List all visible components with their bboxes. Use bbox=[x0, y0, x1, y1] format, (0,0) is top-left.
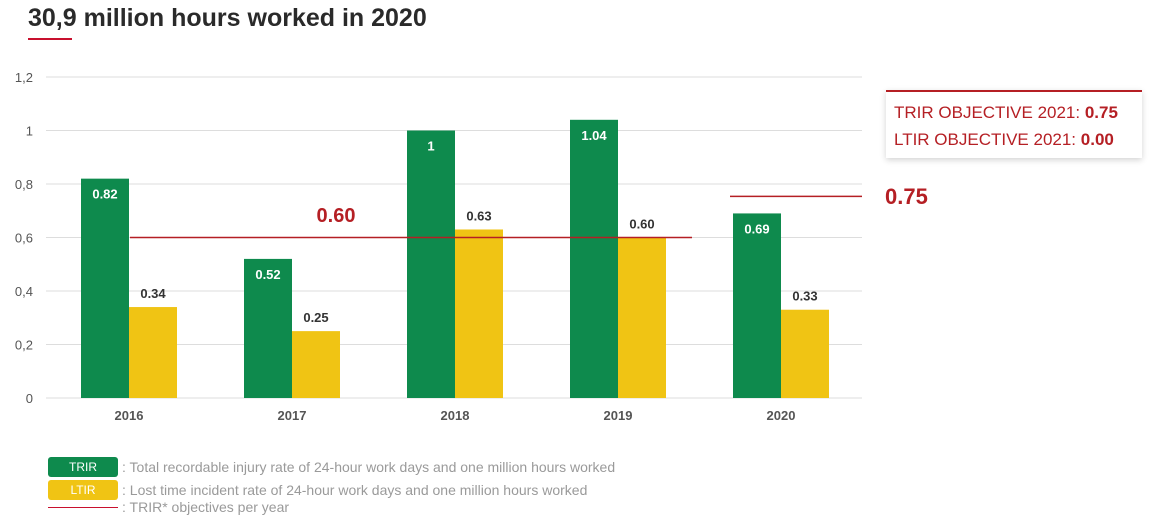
ltir-objective-text: LTIR OBJECTIVE 2021: bbox=[894, 130, 1081, 149]
x-tick-label: 2016 bbox=[115, 408, 144, 423]
ltir-value-label: 0.25 bbox=[303, 310, 328, 325]
legend-ltir-chip: LTIR bbox=[48, 480, 118, 500]
ltir-value-label: 0.63 bbox=[466, 208, 491, 223]
x-tick-label: 2020 bbox=[767, 408, 796, 423]
legend-ltir-desc: : Lost time incident rate of 24-hour wor… bbox=[122, 482, 588, 498]
legend-ltir: LTIR : Lost time incident rate of 24-hou… bbox=[48, 480, 587, 500]
trir-bar bbox=[733, 213, 781, 398]
objective-box: TRIR OBJECTIVE 2021: 0.75 LTIR OBJECTIVE… bbox=[886, 90, 1142, 158]
ltir-bar bbox=[781, 309, 829, 398]
title-underline bbox=[28, 38, 72, 40]
y-tick-label: 0,2 bbox=[15, 338, 33, 353]
trir-bar bbox=[407, 130, 455, 398]
legend-objective: : TRIR* objectives per year bbox=[48, 497, 289, 517]
y-tick-label: 0,6 bbox=[15, 231, 33, 246]
legend-objective-line bbox=[48, 506, 118, 508]
ltir-bar bbox=[618, 237, 666, 398]
trir-objective: TRIR OBJECTIVE 2021: 0.75 bbox=[894, 103, 1118, 123]
bar-chart: 0 0,2 0,4 0,6 0,8 1 1,2 0.82 0.34 2016 0.52 0.25 201… bbox=[15, 70, 862, 423]
x-tick-label: 2017 bbox=[278, 408, 307, 423]
ltir-value-label: 0.34 bbox=[140, 286, 166, 301]
trir-value-label: 1 bbox=[427, 139, 434, 154]
ltir-bar bbox=[292, 331, 340, 398]
trir-bar bbox=[244, 258, 292, 398]
trir-objective-value: 0.75 bbox=[1084, 103, 1118, 122]
x-tick-label: 2019 bbox=[604, 408, 633, 423]
ltir-objective-value: 0.00 bbox=[1080, 130, 1114, 149]
x-tick-label: 2018 bbox=[441, 408, 470, 423]
objective-label-060: 0.60 bbox=[317, 205, 356, 227]
trir-value-label: 1.04 bbox=[581, 128, 607, 143]
legend-trir: TRIR : Total recordable injury rate of 2… bbox=[48, 457, 615, 477]
trir-value-label: 0.52 bbox=[255, 267, 280, 282]
legend-trir-desc: : Total recordable injury rate of 24-hou… bbox=[122, 459, 616, 475]
trir-bar bbox=[570, 119, 618, 399]
y-tick-label: 1,2 bbox=[15, 70, 33, 85]
ltir-bar bbox=[455, 229, 503, 398]
y-tick-label: 0 bbox=[26, 391, 33, 406]
trir-value-label: 0.82 bbox=[92, 187, 117, 202]
trir-bar bbox=[81, 178, 129, 398]
y-tick-label: 0,8 bbox=[15, 177, 33, 192]
legend-objective-desc: : TRIR* objectives per year bbox=[122, 499, 290, 515]
ltir-value-label: 0.60 bbox=[629, 217, 654, 232]
trir-value-label: 0.69 bbox=[744, 221, 769, 236]
ltir-bar bbox=[129, 307, 177, 398]
chart-title: 30,9 million hours worked in 2020 bbox=[28, 4, 427, 32]
y-tick-label: 0,4 bbox=[15, 284, 33, 299]
trir-objective-text: TRIR OBJECTIVE 2021: bbox=[894, 103, 1085, 122]
y-tick-label: 1 bbox=[26, 124, 33, 139]
ltir-value-label: 0.33 bbox=[792, 289, 817, 304]
legend-trir-chip: TRIR bbox=[48, 457, 118, 477]
ltir-objective: LTIR OBJECTIVE 2021: 0.00 bbox=[894, 130, 1114, 150]
objective-label-075: 0.75 bbox=[885, 184, 928, 209]
